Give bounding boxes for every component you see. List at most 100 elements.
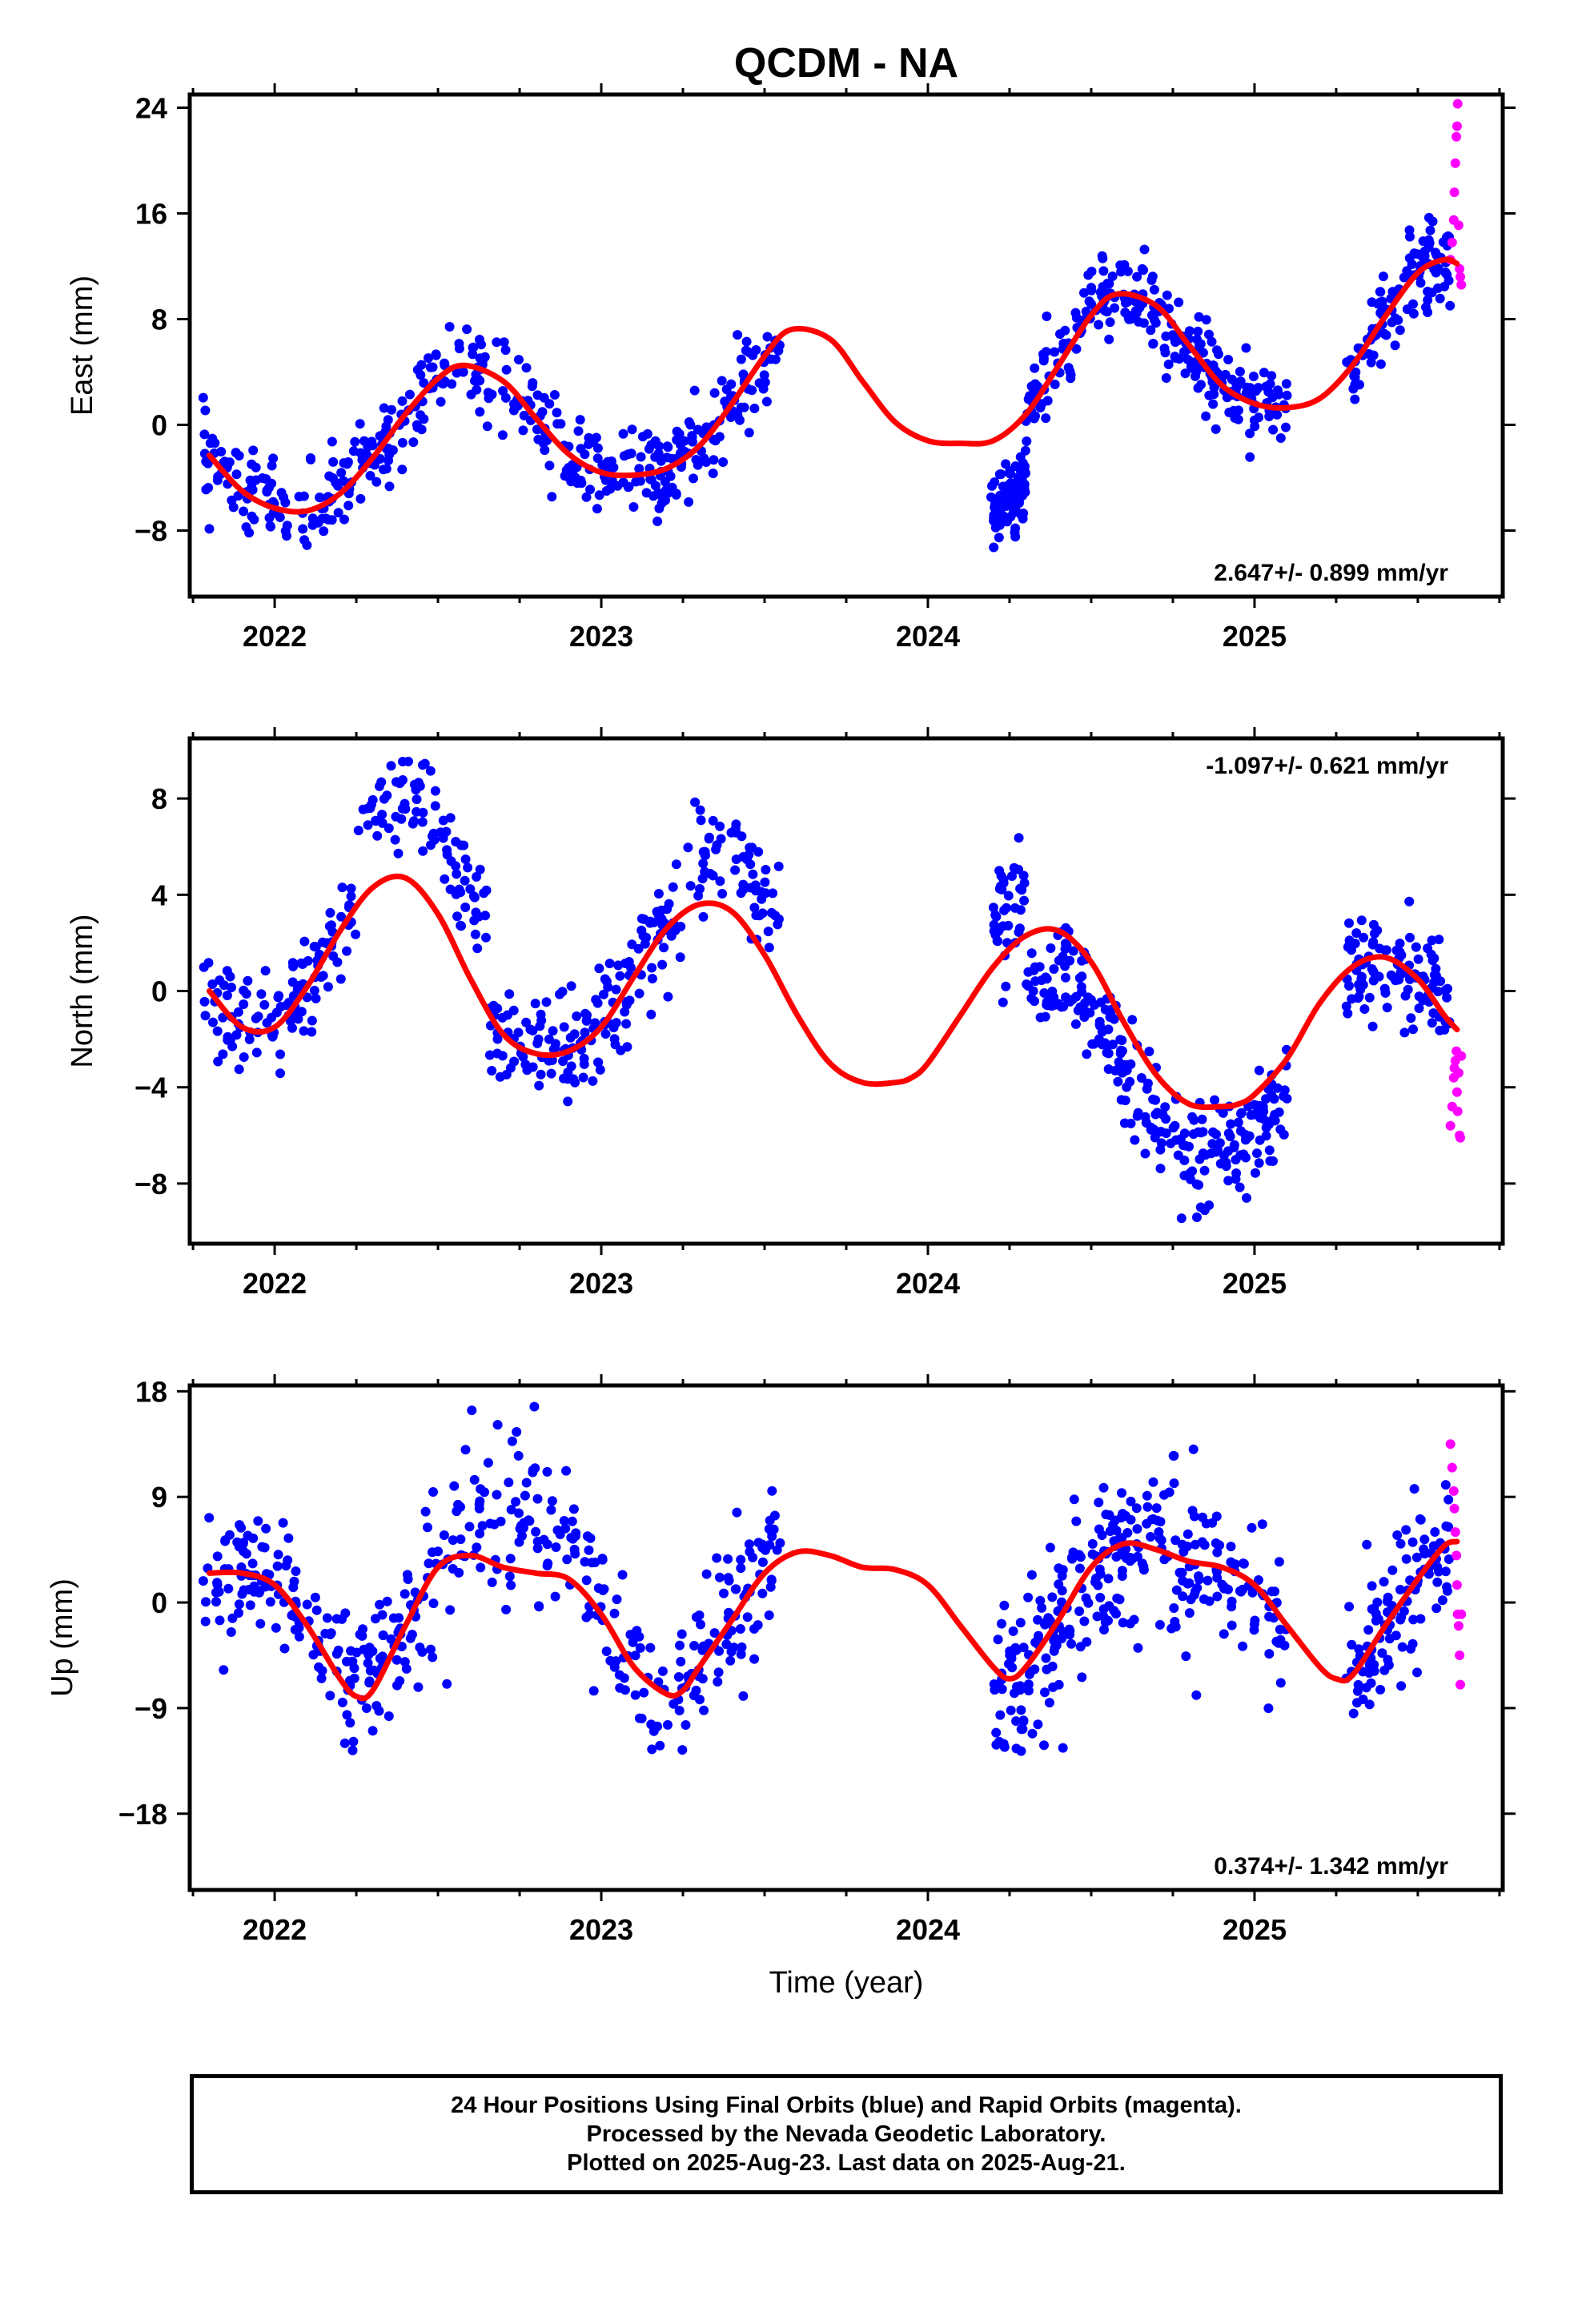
final-orbit-point: [299, 491, 309, 501]
final-orbit-point: [349, 1663, 359, 1674]
rapid-orbits-series: [1445, 1439, 1467, 1690]
final-orbit-point: [1066, 1638, 1077, 1649]
final-orbit-point: [544, 460, 555, 471]
final-orbit-point: [333, 1645, 343, 1655]
final-orbit-point: [1443, 1522, 1454, 1532]
final-orbit-point: [1404, 896, 1415, 907]
final-orbit-point: [1171, 1585, 1182, 1595]
final-orbit-point: [1138, 1565, 1149, 1575]
final-orbit-point: [267, 460, 277, 471]
final-orbit-point: [741, 336, 752, 347]
final-orbit-point: [1010, 505, 1021, 515]
final-orbit-point: [671, 859, 681, 870]
final-orbit-point: [694, 1610, 705, 1620]
final-orbit-point: [759, 370, 769, 380]
final-orbit-point: [1188, 1129, 1199, 1140]
final-orbit-point: [634, 988, 644, 999]
final-orbit-point: [738, 369, 749, 380]
final-orbit-point: [518, 425, 528, 436]
final-orbit-point: [1182, 1529, 1193, 1539]
final-orbit-point: [712, 840, 722, 850]
final-orbit-point: [469, 892, 480, 903]
y-tick-label: 0: [151, 975, 167, 1008]
final-orbit-point: [1350, 394, 1360, 404]
final-orbit-point: [641, 488, 652, 498]
final-orbit-point: [218, 1049, 228, 1059]
final-orbit-point: [394, 1613, 404, 1623]
final-orbit-point: [1150, 315, 1159, 325]
final-orbit-point: [713, 1667, 724, 1678]
final-orbit-point: [456, 921, 466, 931]
final-orbit-point: [1274, 1107, 1284, 1117]
final-orbit-point: [766, 1574, 777, 1585]
final-orbit-point: [1429, 970, 1439, 980]
final-orbit-point: [1245, 452, 1255, 462]
rapid-orbit-point: [1452, 1087, 1462, 1097]
final-orbit-point: [724, 1607, 734, 1618]
final-orbit-point: [347, 1745, 358, 1755]
final-orbit-point: [377, 1610, 387, 1620]
final-orbit-point: [1362, 1539, 1372, 1550]
final-orbit-point: [323, 982, 333, 992]
final-orbit-point: [1363, 1625, 1374, 1635]
final-orbit-point: [1282, 390, 1292, 400]
final-orbit-point: [988, 903, 998, 913]
final-orbit-point: [351, 929, 361, 939]
final-orbit-point: [442, 845, 452, 855]
final-orbit-point: [371, 476, 382, 487]
final-orbit-point: [1275, 433, 1286, 443]
final-orbit-point: [1189, 1511, 1199, 1522]
final-orbits-series: [198, 1401, 1454, 1756]
final-orbit-point: [1374, 971, 1384, 982]
final-orbit-point: [744, 850, 754, 860]
final-orbit-point: [375, 1599, 385, 1610]
final-orbit-point: [220, 1535, 231, 1546]
final-orbit-point: [475, 407, 485, 417]
final-orbit-point: [249, 1586, 259, 1597]
final-orbit-point: [1079, 287, 1089, 298]
final-orbit-point: [1030, 1637, 1041, 1647]
final-orbit-point: [736, 1649, 746, 1659]
final-orbit-point: [397, 464, 408, 475]
final-orbit-point: [634, 464, 644, 474]
final-orbit-point: [745, 1546, 755, 1557]
final-orbit-point: [594, 490, 604, 501]
final-orbit-point: [761, 1545, 770, 1555]
final-orbit-point: [1401, 1554, 1411, 1564]
final-orbit-point: [689, 473, 698, 484]
final-orbit-point: [322, 1613, 332, 1623]
rapid-orbits-series: [1445, 99, 1467, 290]
final-orbit-point: [1368, 350, 1379, 360]
final-orbit-point: [291, 1566, 301, 1576]
final-orbit-point: [226, 1627, 236, 1637]
final-orbit-point: [1018, 513, 1028, 524]
final-orbit-point: [1236, 1586, 1247, 1597]
final-orbit-point: [318, 971, 328, 981]
final-orbit-point: [749, 1654, 760, 1664]
final-orbit-point: [1148, 1477, 1158, 1487]
final-orbit-point: [417, 817, 428, 827]
final-orbit-point: [1403, 984, 1413, 995]
rapid-orbit-point: [1445, 1439, 1456, 1449]
final-orbit-point: [615, 971, 625, 981]
final-orbit-point: [1035, 1595, 1046, 1606]
final-orbit-point: [668, 882, 678, 892]
final-orbit-point: [458, 367, 468, 377]
final-orbit-point: [239, 506, 249, 517]
final-orbit-point: [679, 436, 689, 446]
final-orbit-point: [1226, 1542, 1236, 1552]
final-orbit-point: [1254, 1158, 1264, 1168]
final-orbit-point: [413, 1682, 424, 1692]
final-orbit-point: [1042, 1664, 1052, 1675]
final-orbit-point: [584, 1545, 594, 1555]
final-orbit-point: [1381, 945, 1391, 955]
final-orbit-point: [445, 813, 456, 823]
final-orbit-point: [305, 453, 315, 463]
final-orbit-point: [262, 485, 272, 496]
final-orbit-point: [773, 919, 783, 930]
final-orbit-point: [1169, 1450, 1179, 1461]
final-orbit-point: [630, 1651, 640, 1661]
final-orbit-point: [1115, 260, 1126, 271]
final-orbit-point: [1086, 267, 1097, 276]
final-orbit-point: [501, 364, 512, 375]
